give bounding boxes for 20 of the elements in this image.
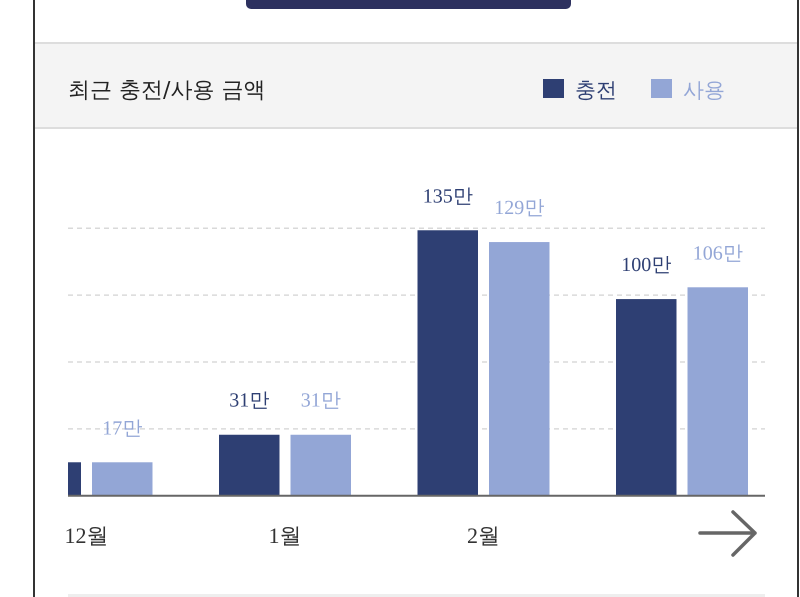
chart-title: 최근 충전/사용 금액 xyxy=(68,78,266,103)
x-tick-label: 1월 xyxy=(268,523,302,548)
legend-label: 사용 xyxy=(683,78,725,102)
data-label: 31만 xyxy=(300,390,341,412)
data-label: 129만 xyxy=(494,197,544,220)
data-label: 31만 xyxy=(229,390,270,412)
bar xyxy=(92,462,152,496)
legend-label: 충전 xyxy=(575,78,617,102)
bar xyxy=(489,242,550,496)
data-label: 100만 xyxy=(621,254,672,276)
bar xyxy=(219,434,280,496)
bar xyxy=(616,299,676,496)
bar xyxy=(290,434,351,496)
data-label: 106만 xyxy=(692,242,743,264)
data-label: 135만 xyxy=(422,185,473,208)
bar xyxy=(688,287,748,496)
data-label: 17만 xyxy=(102,417,142,440)
bar xyxy=(418,230,478,496)
x-tick-label: 12월 xyxy=(64,523,108,548)
x-tick-label: 2월 xyxy=(467,523,500,548)
